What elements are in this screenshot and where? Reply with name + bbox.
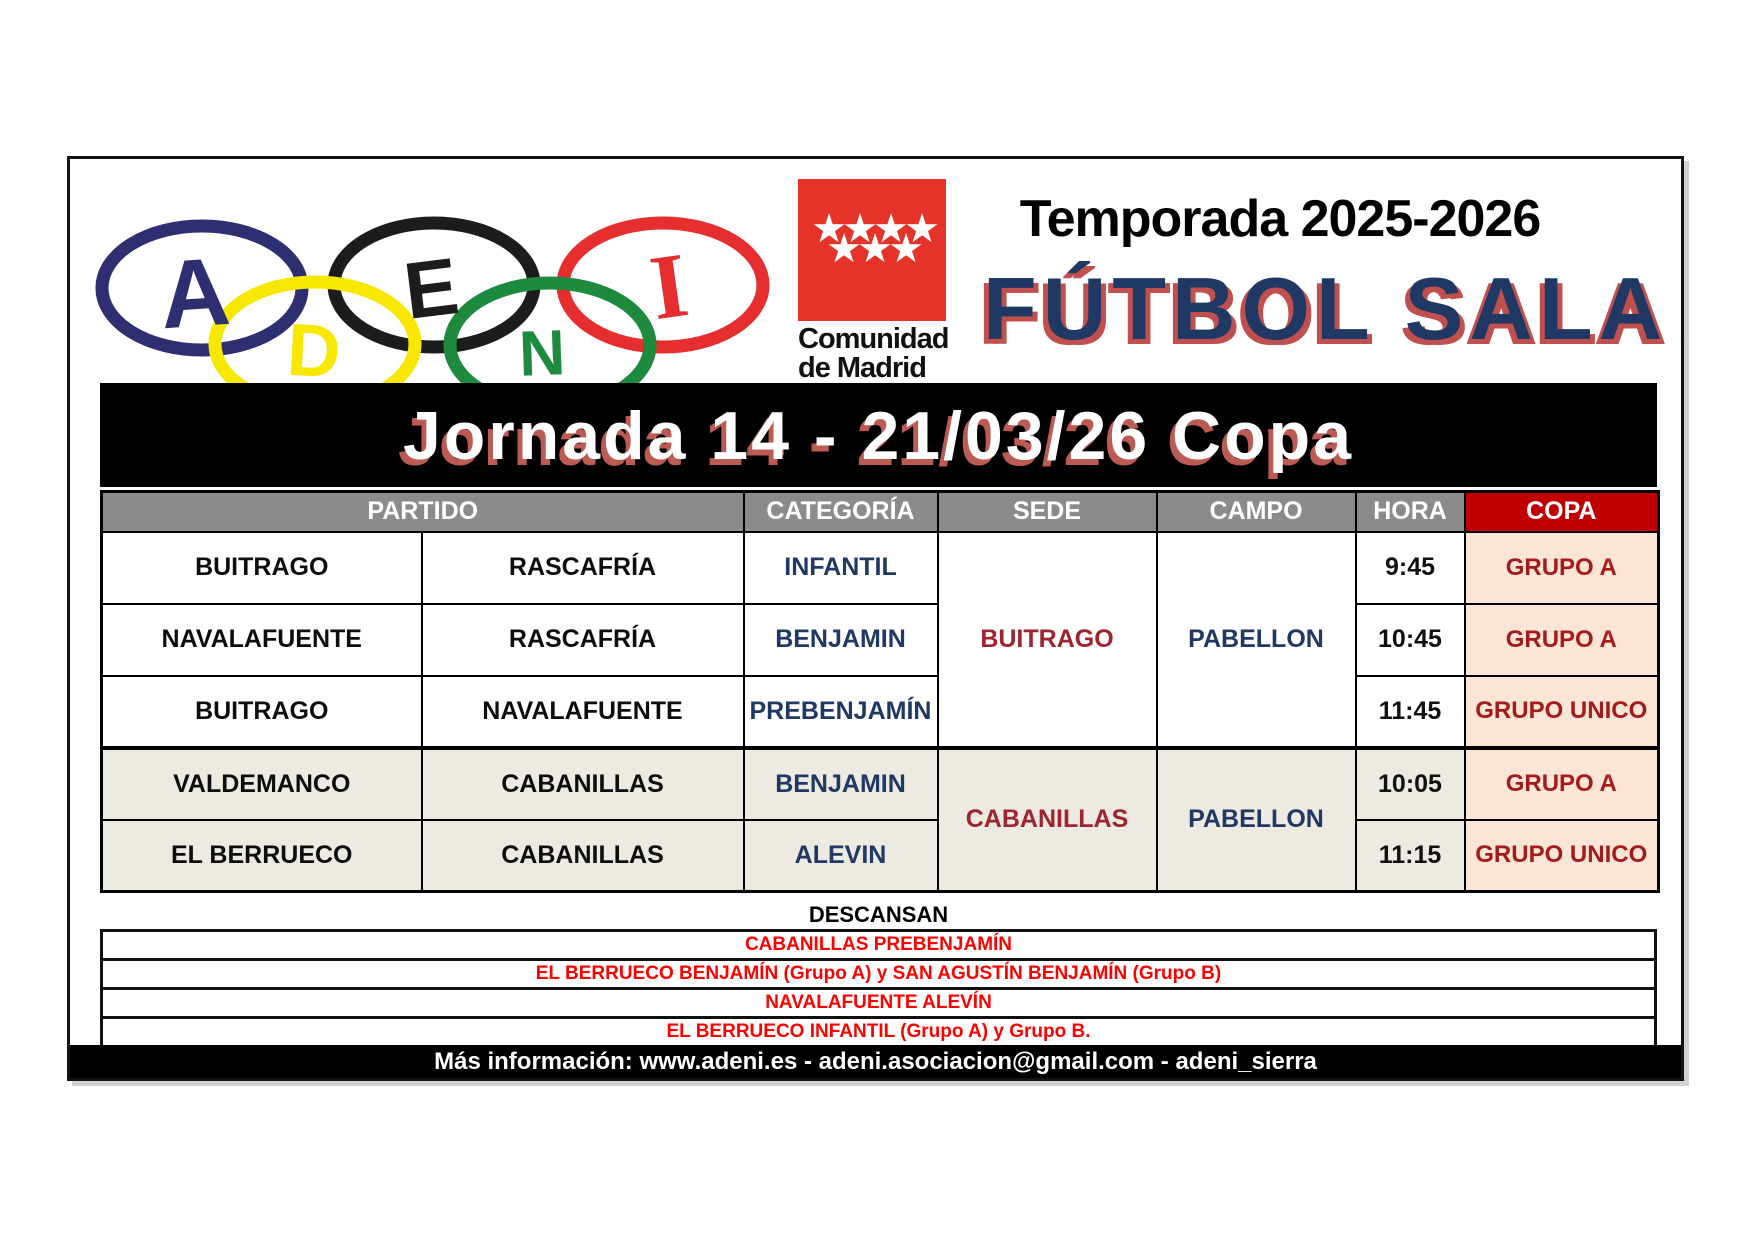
logo-letter-d: D xyxy=(285,308,343,394)
hora-cell: 10:45 xyxy=(1354,602,1466,677)
categoria-cell: ALEVIN xyxy=(742,818,939,893)
table-row: BUITRAGO RASCAFRÍA INFANTIL BUITRAGO PAB… xyxy=(100,530,1660,749)
schedule-header-row: PARTIDO CATEGORÍA SEDE CAMPO HORA COPA xyxy=(100,490,1660,533)
descansan-row: EL BERRUECO BENJAMÍN (Grupo A) y SAN AGU… xyxy=(103,961,1654,990)
logo-letter-e: E xyxy=(399,241,463,336)
column-header-campo: CAMPO xyxy=(1155,490,1357,533)
descansan-row: CABANILLAS PREBENJAMÍN xyxy=(103,932,1654,961)
away-team-cell: CABANILLAS xyxy=(420,818,745,893)
away-team-cell: NAVALAFUENTE xyxy=(420,674,745,749)
season-title: Temporada 2025-2026 xyxy=(1019,190,1542,248)
copa-cell: GRUPO UNICO xyxy=(1463,674,1660,749)
sport-title: FÚTBOL SALA xyxy=(983,259,1669,358)
column-header-sede: SEDE xyxy=(936,490,1158,533)
star-icon: ★ xyxy=(888,226,924,272)
column-header-categoria: CATEGORÍA xyxy=(742,490,939,533)
star-icon: ★ xyxy=(904,206,940,252)
sede-cell: BUITRAGO xyxy=(936,530,1158,749)
home-team-cell: VALDEMANCO xyxy=(100,745,423,821)
poster-frame: A D E N I ★ ★ ★ ★ ★ ★ ★ Comunidad de Mad… xyxy=(67,156,1684,1081)
footer-bar: Más información: www.adeni.es - adeni.as… xyxy=(70,1045,1681,1078)
copa-cell: GRUPO A xyxy=(1463,602,1660,677)
categoria-cell: INFANTIL xyxy=(742,530,939,605)
hora-cell: 11:15 xyxy=(1354,818,1466,893)
copa-cell: GRUPO A xyxy=(1463,745,1660,821)
logo-letter-i: I xyxy=(644,233,694,339)
star-icon: ★ xyxy=(811,206,847,252)
home-team-cell: EL BERRUECO xyxy=(100,818,423,893)
madrid-flag-icon: ★ ★ ★ ★ ★ ★ ★ xyxy=(798,179,946,321)
star-icon: ★ xyxy=(857,226,893,272)
table-row: BUITRAGO NAVALAFUENTE PREBENJAMÍN 11:45 … xyxy=(100,674,1660,749)
column-header-partido: PARTIDO xyxy=(100,490,745,533)
hora-cell: 11:45 xyxy=(1354,674,1466,749)
star-icon: ★ xyxy=(826,226,862,272)
copa-cell: GRUPO UNICO xyxy=(1463,818,1660,893)
away-team-cell: RASCAFRÍA xyxy=(420,530,745,605)
away-team-cell: CABANILLAS xyxy=(420,745,745,821)
sede-cell: CABANILLAS xyxy=(936,745,1158,893)
campo-cell: PABELLON xyxy=(1155,530,1357,749)
descansan-row: NAVALAFUENTE ALEVÍN xyxy=(103,990,1654,1019)
comunidad-madrid-logo: ★ ★ ★ ★ ★ ★ ★ Comunidad de Madrid xyxy=(798,179,950,384)
descansan-title: DESCANSAN xyxy=(808,902,949,927)
away-team-cell: RASCAFRÍA xyxy=(420,602,745,677)
logo-letter-a: A xyxy=(157,238,234,350)
copa-cell: GRUPO A xyxy=(1463,530,1660,605)
madrid-logo-line2: de Madrid xyxy=(798,352,927,384)
hora-cell: 9:45 xyxy=(1354,530,1466,605)
jornada-banner: Jornada 14 - 21/03/26 Copa xyxy=(100,383,1657,487)
home-team-cell: NAVALAFUENTE xyxy=(100,602,423,677)
home-team-cell: BUITRAGO xyxy=(100,674,423,749)
schedule-table: PARTIDO CATEGORÍA SEDE CAMPO HORA COPA B… xyxy=(100,490,1660,893)
categoria-cell: PREBENJAMÍN xyxy=(742,674,939,749)
table-row: EL BERRUECO CABANILLAS ALEVIN 11:15 GRUP… xyxy=(100,818,1660,893)
star-icon: ★ xyxy=(873,206,909,252)
column-header-copa: COPA xyxy=(1463,490,1660,533)
descansan-row: EL BERRUECO INFANTIL (Grupo A) y Grupo B… xyxy=(666,1021,1091,1042)
madrid-logo-line1: Comunidad xyxy=(798,323,950,355)
campo-cell: PABELLON xyxy=(1155,745,1357,893)
jornada-banner-text: Jornada 14 - 21/03/26 Copa xyxy=(402,398,1355,474)
categoria-cell: BENJAMIN xyxy=(742,602,939,677)
star-icon: ★ xyxy=(842,206,878,252)
logo-letter-n: N xyxy=(518,316,567,390)
hora-cell: 10:05 xyxy=(1354,745,1466,821)
home-team-cell: BUITRAGO xyxy=(100,530,423,605)
categoria-cell: BENJAMIN xyxy=(742,745,939,821)
footer-info: Más información: www.adeni.es - adeni.as… xyxy=(434,1048,1317,1075)
table-row: VALDEMANCO CABANILLAS BENJAMIN CABANILLA… xyxy=(100,745,1660,893)
descansan-table: CABANILLAS PREBENJAMÍN EL BERRUECO BENJA… xyxy=(100,929,1657,1048)
table-row: NAVALAFUENTE RASCAFRÍA BENJAMIN 10:45 GR… xyxy=(100,602,1660,677)
column-header-hora: HORA xyxy=(1354,490,1466,533)
madrid-logo-text: Comunidad de Madrid xyxy=(798,323,950,384)
